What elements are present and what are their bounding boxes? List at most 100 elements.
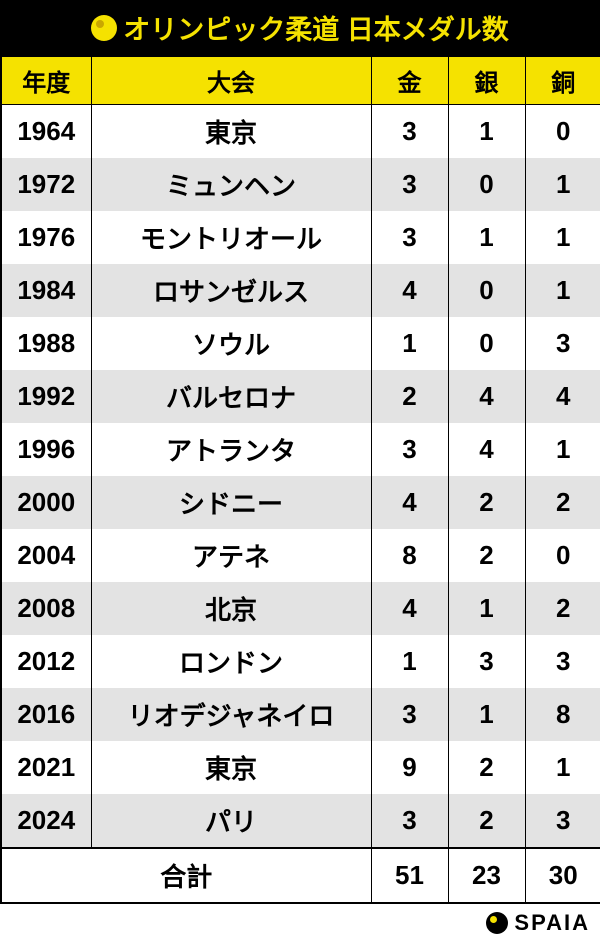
table-row: 2008北京412 xyxy=(1,582,600,635)
cell-silver: 2 xyxy=(448,476,525,529)
table-row: 1992バルセロナ244 xyxy=(1,370,600,423)
col-header-city: 大会 xyxy=(91,56,371,105)
cell-silver: 1 xyxy=(448,688,525,741)
total-bronze: 30 xyxy=(525,848,600,903)
cell-city: パリ xyxy=(91,794,371,848)
cell-bronze: 2 xyxy=(525,476,600,529)
cell-city: ソウル xyxy=(91,317,371,370)
total-gold: 51 xyxy=(371,848,448,903)
cell-silver: 1 xyxy=(448,105,525,159)
footer-brand-text: SPAIA xyxy=(514,910,590,936)
cell-year: 1976 xyxy=(1,211,91,264)
cell-gold: 3 xyxy=(371,794,448,848)
table-row: 2016リオデジャネイロ318 xyxy=(1,688,600,741)
cell-year: 1972 xyxy=(1,158,91,211)
cell-gold: 4 xyxy=(371,582,448,635)
table-row: 1996アトランタ341 xyxy=(1,423,600,476)
cell-city: モントリオール xyxy=(91,211,371,264)
cell-gold: 3 xyxy=(371,688,448,741)
cell-gold: 3 xyxy=(371,211,448,264)
cell-bronze: 4 xyxy=(525,370,600,423)
total-silver: 23 xyxy=(448,848,525,903)
cell-year: 2008 xyxy=(1,582,91,635)
cell-bronze: 8 xyxy=(525,688,600,741)
cell-year: 2012 xyxy=(1,635,91,688)
cell-silver: 4 xyxy=(448,423,525,476)
cell-gold: 3 xyxy=(371,105,448,159)
cell-year: 1996 xyxy=(1,423,91,476)
cell-silver: 0 xyxy=(448,158,525,211)
cell-gold: 4 xyxy=(371,264,448,317)
table-row: 2021東京921 xyxy=(1,741,600,794)
cell-bronze: 3 xyxy=(525,317,600,370)
table-row: 2012ロンドン133 xyxy=(1,635,600,688)
cell-year: 1988 xyxy=(1,317,91,370)
cell-silver: 2 xyxy=(448,794,525,848)
cell-city: リオデジャネイロ xyxy=(91,688,371,741)
cell-silver: 0 xyxy=(448,317,525,370)
cell-bronze: 3 xyxy=(525,635,600,688)
cell-city: ミュンヘン xyxy=(91,158,371,211)
cell-bronze: 1 xyxy=(525,423,600,476)
cell-gold: 8 xyxy=(371,529,448,582)
col-header-year: 年度 xyxy=(1,56,91,105)
medal-table: 年度 大会 金 銀 銅 1964東京3101972ミュンヘン3011976モント… xyxy=(0,55,600,904)
title-text: オリンピック柔道 日本メダル数 xyxy=(123,8,509,47)
cell-bronze: 3 xyxy=(525,794,600,848)
table-row: 1984ロサンゼルス401 xyxy=(1,264,600,317)
col-header-gold: 金 xyxy=(371,56,448,105)
table-row: 2000シドニー422 xyxy=(1,476,600,529)
cell-silver: 0 xyxy=(448,264,525,317)
cell-year: 2004 xyxy=(1,529,91,582)
cell-year: 1984 xyxy=(1,264,91,317)
cell-silver: 3 xyxy=(448,635,525,688)
cell-year: 2016 xyxy=(1,688,91,741)
cell-gold: 3 xyxy=(371,423,448,476)
cell-silver: 1 xyxy=(448,211,525,264)
title-bar: オリンピック柔道 日本メダル数 xyxy=(0,0,600,55)
header-row: 年度 大会 金 銀 銅 xyxy=(1,56,600,105)
col-header-silver: 銀 xyxy=(448,56,525,105)
footer-brand: SPAIA xyxy=(486,910,590,936)
col-header-bronze: 銅 xyxy=(525,56,600,105)
total-label: 合計 xyxy=(1,848,371,903)
cell-year: 2024 xyxy=(1,794,91,848)
cell-bronze: 0 xyxy=(525,105,600,159)
cell-gold: 3 xyxy=(371,158,448,211)
cell-bronze: 1 xyxy=(525,158,600,211)
table-row: 1964東京310 xyxy=(1,105,600,159)
cell-silver: 4 xyxy=(448,370,525,423)
cell-bronze: 1 xyxy=(525,264,600,317)
cell-city: シドニー xyxy=(91,476,371,529)
cell-city: 東京 xyxy=(91,105,371,159)
cell-city: アテネ xyxy=(91,529,371,582)
cell-city: 東京 xyxy=(91,741,371,794)
table-row: 1972ミュンヘン301 xyxy=(1,158,600,211)
cell-bronze: 0 xyxy=(525,529,600,582)
cell-city: アトランタ xyxy=(91,423,371,476)
brand-logo-icon xyxy=(486,912,508,934)
cell-year: 1992 xyxy=(1,370,91,423)
cell-city: ロサンゼルス xyxy=(91,264,371,317)
cell-bronze: 1 xyxy=(525,741,600,794)
cell-bronze: 1 xyxy=(525,211,600,264)
cell-gold: 1 xyxy=(371,317,448,370)
cell-year: 1964 xyxy=(1,105,91,159)
brand-logo-icon xyxy=(91,15,117,41)
cell-city: 北京 xyxy=(91,582,371,635)
table-row: 1988ソウル103 xyxy=(1,317,600,370)
total-row: 合計512330 xyxy=(1,848,600,903)
cell-gold: 9 xyxy=(371,741,448,794)
cell-silver: 2 xyxy=(448,741,525,794)
table-row: 2024パリ323 xyxy=(1,794,600,848)
cell-silver: 2 xyxy=(448,529,525,582)
cell-city: バルセロナ xyxy=(91,370,371,423)
cell-city: ロンドン xyxy=(91,635,371,688)
table-row: 2004アテネ820 xyxy=(1,529,600,582)
cell-silver: 1 xyxy=(448,582,525,635)
cell-gold: 4 xyxy=(371,476,448,529)
cell-bronze: 2 xyxy=(525,582,600,635)
table-row: 1976モントリオール311 xyxy=(1,211,600,264)
footer: SPAIA xyxy=(0,904,600,939)
cell-year: 2021 xyxy=(1,741,91,794)
